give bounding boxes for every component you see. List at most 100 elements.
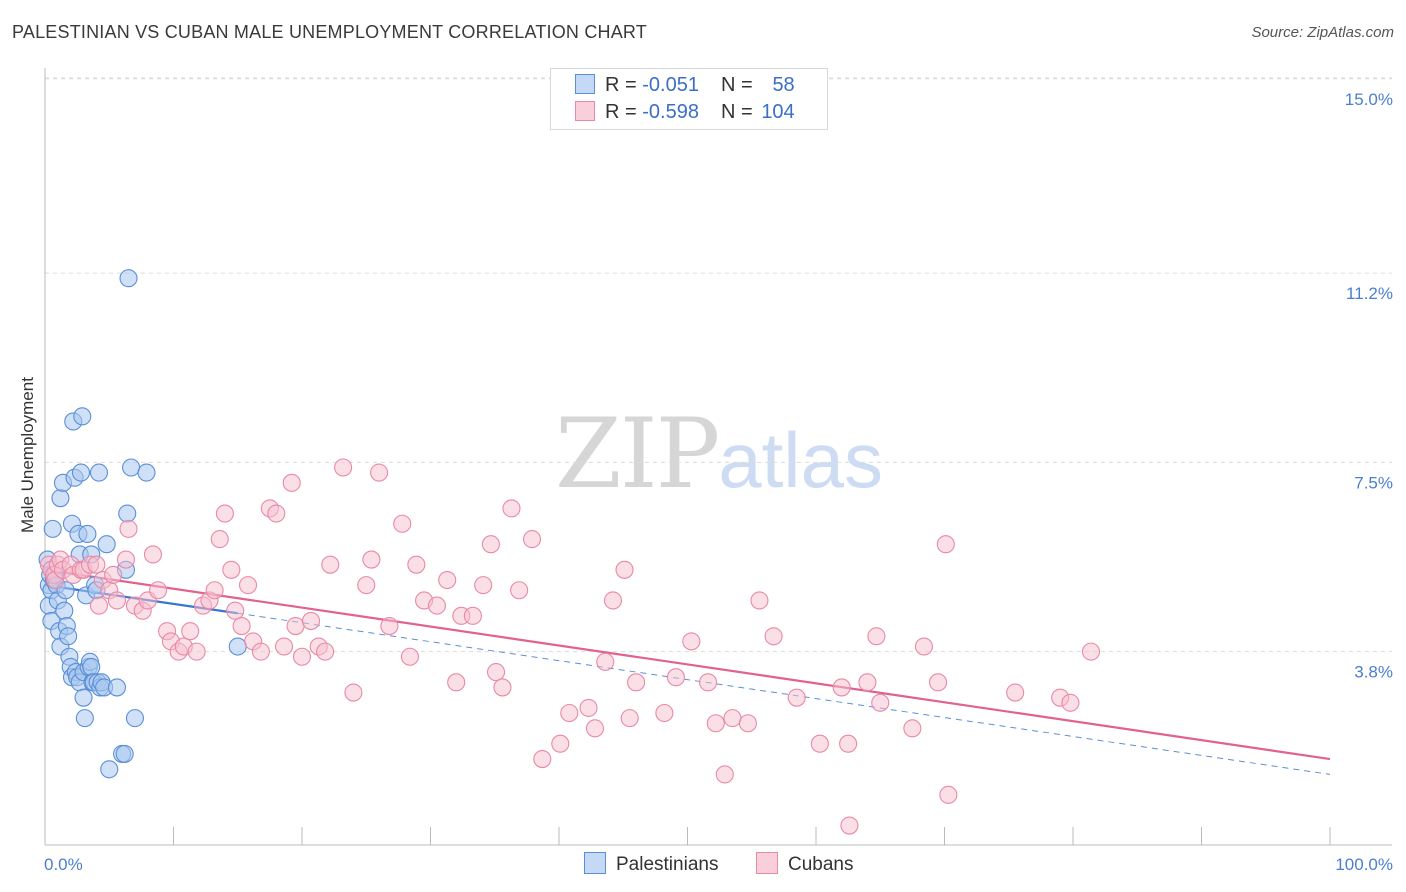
palestinians-point (82, 657, 101, 677)
cubans-swatch (756, 852, 778, 874)
palestinians-point (100, 760, 119, 779)
cubans-swatch (575, 101, 595, 121)
cubans-point (357, 576, 376, 595)
legend-item-cubans[interactable]: Cubans (756, 852, 854, 876)
cubans-point (533, 749, 552, 769)
cubans-point (447, 673, 466, 692)
cubans-point (89, 596, 109, 615)
cubans-point (627, 673, 646, 692)
cubans-point (522, 530, 542, 549)
cubans-point (316, 642, 335, 661)
palestinians-point (73, 407, 92, 426)
cubans-point (407, 555, 426, 574)
cubans-point (738, 714, 757, 733)
cubans-point (936, 535, 955, 554)
palestinians-trend-extension (237, 612, 1331, 775)
cubans-point (615, 560, 634, 579)
cubans-point (903, 719, 922, 738)
axis-labels: 3.8% 7.5% 11.2% 15.0% 0.0% 100.0% Male Unemplo… (18, 90, 1393, 874)
cubans-point (832, 678, 851, 697)
cubans-point (1061, 693, 1080, 712)
palestinians-point (137, 463, 156, 482)
cubans-point (267, 504, 286, 523)
cubans-point (226, 601, 245, 620)
cubans-point (427, 596, 446, 615)
cubans-point (810, 734, 829, 753)
legend-r-label: R = (605, 101, 643, 123)
palestinians-point (125, 709, 144, 728)
y-tick-label: 3.8% (1354, 663, 1393, 682)
palestinians-swatch (575, 74, 595, 94)
cubans-point (723, 709, 742, 728)
cubans-point (750, 591, 769, 610)
palestinians-point (43, 519, 62, 538)
cubans-point (205, 581, 224, 600)
cubans-point (620, 709, 639, 728)
legend-r-value: -0.051 (642, 74, 699, 96)
cubans-point (839, 734, 858, 753)
legend-r-label: R = (605, 74, 643, 96)
axes (44, 68, 1392, 846)
y-tick-label: 15.0% (1345, 90, 1393, 109)
watermark: ZIPatlas (555, 398, 883, 510)
cubans-point (493, 678, 512, 697)
legend-item-palestinians[interactable]: Palestinians (584, 852, 718, 876)
cubans-point (510, 581, 529, 600)
palestinians-point (107, 678, 127, 697)
cubans-trend (44, 568, 1331, 761)
cubans-point (486, 663, 506, 682)
cubans-point (321, 555, 340, 574)
cubans-point (143, 545, 162, 564)
cubans-point (116, 550, 136, 569)
legend-row-cubans: R = -0.598 N = 104 (575, 101, 795, 127)
cubans-point (939, 785, 958, 804)
cubans-point (560, 703, 579, 723)
palestinians-point (71, 463, 91, 482)
cubans-point (149, 581, 168, 600)
palestinians-point (55, 601, 74, 620)
cubans-point (370, 463, 389, 482)
legend-n-value: 58 (772, 74, 795, 96)
palestinians-point (74, 688, 93, 707)
legend-cubans-label: Cubans (788, 854, 854, 875)
watermark-atlas: atlas (718, 416, 883, 504)
cubans-point (251, 642, 270, 661)
cubans-point (274, 637, 294, 656)
cubans-trend-line (44, 568, 1331, 761)
cubans-point (210, 530, 229, 549)
cubans-point (871, 693, 890, 712)
cubans-point (282, 473, 301, 492)
palestinians-point (89, 463, 109, 482)
cubans-point (344, 683, 363, 702)
chart-title: PALESTINIAN VS CUBAN MALE UNEMPLOYMENT C… (12, 22, 647, 42)
correlation-legend: R = -0.051 N = 58 R = -0.598 N = 104 (550, 68, 828, 130)
palestinians-point (118, 504, 137, 523)
cubans-point (301, 611, 321, 630)
cubans-points (39, 458, 1101, 835)
cubans-point (438, 570, 457, 590)
y-tick-label: 7.5% (1354, 473, 1393, 492)
cubans-point (1081, 642, 1101, 661)
palestinians-point (119, 269, 138, 288)
cubans-point (655, 703, 674, 723)
cubans-point (914, 637, 933, 656)
palestinians-point (51, 489, 70, 508)
legend-row-palestinians: R = -0.051 N = 58 (575, 74, 795, 100)
cubans-point (362, 550, 381, 569)
cubans-point (400, 647, 419, 666)
cubans-point (502, 499, 521, 518)
y-tick-label: 11.2% (1346, 284, 1393, 303)
cubans-point (232, 617, 251, 636)
cubans-point (699, 673, 718, 692)
cubans-point (603, 591, 623, 610)
source-label: Source: ZipAtlas.com (1251, 24, 1394, 41)
palestinians-point (78, 524, 97, 544)
palestinians-point (59, 627, 78, 646)
cubans-point (715, 765, 734, 784)
palestinians-point (228, 637, 247, 656)
series-legend: Palestinians Cubans (0, 852, 1406, 878)
cubans-point (119, 519, 138, 538)
cubans-point (764, 627, 783, 646)
palestinians-point (115, 744, 134, 763)
